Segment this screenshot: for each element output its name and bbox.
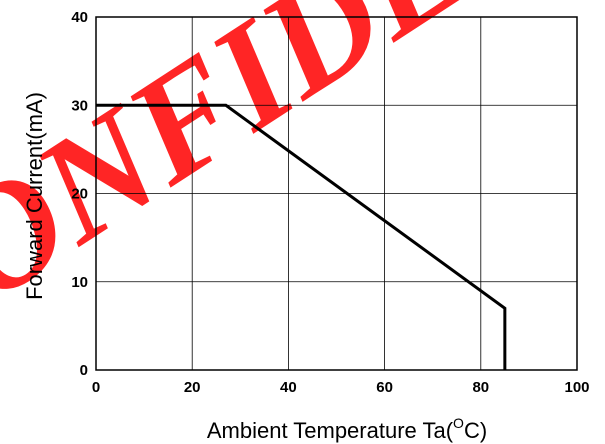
y-tick-label-0: 0 (80, 362, 88, 379)
x-tick-label-80: 80 (472, 379, 489, 396)
y-axis-title: Forward Current(mA) (22, 92, 47, 300)
y-tick-label-30: 30 (71, 97, 88, 114)
y-axis-ticks: 0 10 20 30 40 (71, 9, 88, 379)
series-line-0 (96, 103, 507, 370)
x-axis-title: Ambient Temperature Ta(OC) (207, 415, 487, 443)
x-axis-title-main: Ambient Temperature Ta( (207, 418, 454, 443)
x-tick-label-0: 0 (92, 379, 100, 396)
x-tick-label-60: 60 (376, 379, 393, 396)
x-tick-label-40: 40 (280, 379, 297, 396)
grid (96, 17, 577, 370)
x-tick-label-100: 100 (564, 379, 589, 396)
y-tick-label-20: 20 (71, 186, 88, 203)
x-axis-title-sup: O (453, 415, 464, 431)
x-axis-title-end: C) (464, 418, 487, 443)
x-tick-label-20: 20 (184, 379, 201, 396)
plot-frame (95, 16, 578, 371)
y-tick-label-40: 40 (71, 9, 88, 26)
x-axis-ticks: 0 20 40 60 80 100 (92, 379, 590, 396)
y-tick-label-10: 10 (71, 274, 88, 291)
series-layer (96, 103, 507, 370)
